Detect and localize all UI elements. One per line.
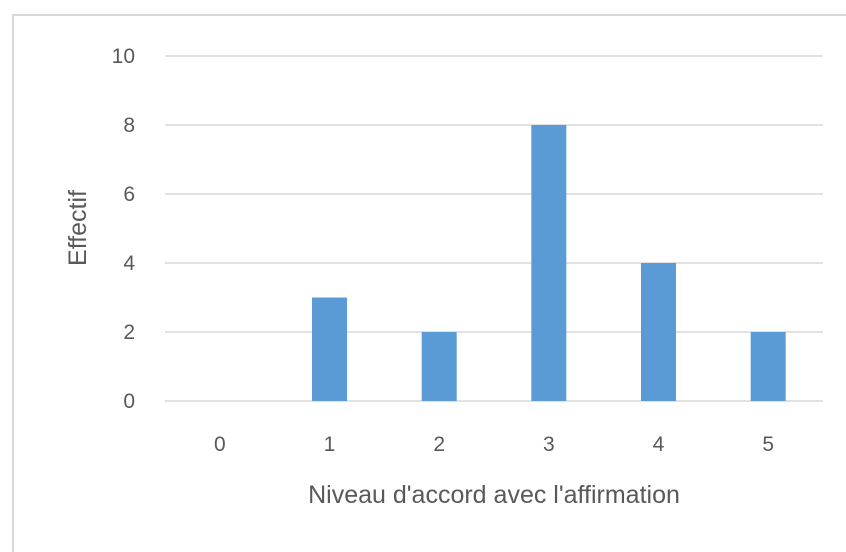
bar-3 <box>531 125 567 401</box>
bar-4 <box>641 263 676 401</box>
x-tick-label: 1 <box>324 433 336 456</box>
x-tick-label: 4 <box>653 433 665 456</box>
chart-frame <box>12 14 846 552</box>
x-tick-label: 0 <box>214 433 226 456</box>
bar-1 <box>312 297 347 401</box>
y-tick-label: 0 <box>123 390 135 413</box>
y-axis-title: Effectif <box>64 190 92 266</box>
bar-5 <box>750 332 786 401</box>
y-tick-label: 2 <box>123 321 135 344</box>
y-tick-label: 6 <box>123 183 135 206</box>
bars <box>312 125 786 401</box>
x-tick-label: 5 <box>762 433 774 456</box>
y-tick-label: 10 <box>112 45 135 68</box>
gridlines <box>165 55 823 402</box>
y-tick-label: 8 <box>123 114 135 137</box>
x-tick-label: 3 <box>543 433 555 456</box>
x-tick-labels: 0 1 2 3 4 5 <box>214 433 774 456</box>
y-tick-label: 4 <box>123 252 135 275</box>
x-tick-label: 2 <box>433 433 445 456</box>
bar-2 <box>421 332 457 401</box>
y-tick-labels: 0 2 4 6 8 10 <box>112 45 136 413</box>
x-axis-title: Niveau d'accord avec l'affirmation <box>308 481 680 509</box>
